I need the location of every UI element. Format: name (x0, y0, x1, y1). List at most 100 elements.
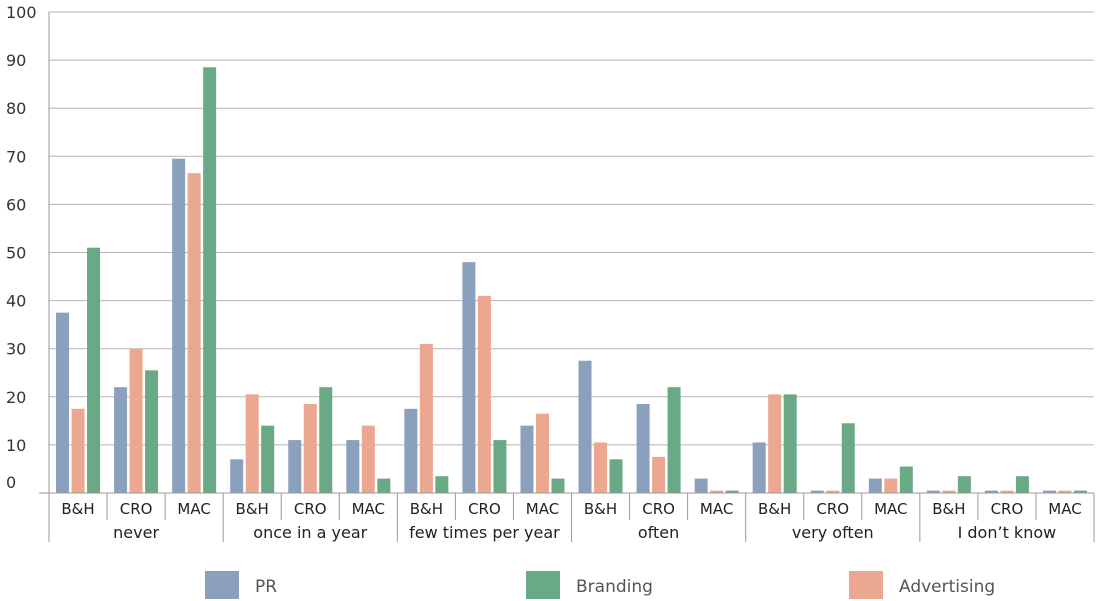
y-tick-label: 30 (6, 340, 26, 359)
bar-advertising-16 (1000, 490, 1014, 493)
x-tick-label: CRO (120, 500, 153, 518)
bar-advertising-2 (187, 173, 201, 493)
bar-advertising-1 (129, 348, 143, 493)
x-tick-label: CRO (991, 500, 1024, 518)
x-tick-label: B&H (236, 500, 269, 518)
bar-advertising-3 (245, 394, 259, 493)
legend: PR Branding Advertising (205, 571, 995, 599)
group-label: often (638, 523, 679, 542)
group-label: once in a year (253, 523, 367, 542)
bar-advertising-14 (884, 478, 898, 493)
y-tick-label: 90 (6, 51, 26, 70)
x-axis: B&H CRO MAC B&H CRO MAC B&H CRO MAC B&H CRO MAC B&H C… (39, 492, 1095, 542)
bar-pr-5 (346, 440, 360, 493)
bar-advertising-10 (652, 456, 666, 493)
legend-label-branding: Branding (576, 577, 653, 597)
bar-branding-0 (87, 247, 101, 493)
y-tick-label: 50 (6, 244, 26, 263)
bar-pr-10 (636, 404, 650, 493)
bar-pr-17 (1042, 490, 1056, 493)
bar-branding-11 (725, 490, 739, 493)
bar-branding-1 (145, 370, 159, 493)
bar-pr-0 (56, 312, 70, 494)
x-tick-label: B&H (758, 500, 791, 518)
bar-pr-7 (462, 262, 476, 493)
bar-pr-1 (114, 387, 128, 493)
bar-advertising-15 (942, 490, 956, 493)
y-axis-tick-labels: 0 10 20 30 40 50 60 70 80 90 100 (6, 3, 37, 492)
x-tick-label: MAC (526, 500, 559, 518)
bar-pr-2 (172, 158, 186, 493)
bar-branding-13 (841, 423, 855, 493)
bar-pr-8 (520, 425, 534, 493)
x-tick-label: MAC (352, 500, 385, 518)
bar-advertising-11 (710, 490, 724, 493)
bar-advertising-13 (826, 490, 840, 493)
bar-advertising-5 (361, 425, 375, 493)
y-tick-label: 10 (6, 436, 26, 455)
bar-pr-14 (868, 478, 882, 493)
y-tick-label: 70 (6, 147, 26, 166)
x-tick-label: B&H (932, 500, 965, 518)
x-tick-label: MAC (874, 500, 907, 518)
bars (56, 67, 1087, 494)
bar-pr-15 (926, 490, 940, 493)
bar-pr-3 (230, 459, 244, 493)
bar-branding-14 (899, 466, 913, 493)
bar-pr-13 (810, 490, 824, 493)
legend-label-pr: PR (255, 577, 277, 597)
bar-pr-4 (288, 440, 302, 493)
y-tick-label: 20 (6, 388, 26, 407)
bar-branding-12 (783, 394, 797, 493)
bar-advertising-6 (419, 343, 433, 493)
y-tick-label: 0 (6, 473, 16, 492)
x-tick-label: MAC (1048, 500, 1081, 518)
bar-branding-4 (319, 387, 333, 493)
bar-branding-5 (377, 478, 391, 493)
x-tick-label: CRO (294, 500, 327, 518)
x-tick-label: CRO (642, 500, 675, 518)
legend-swatch-advertising (849, 571, 883, 599)
bar-branding-7 (493, 440, 507, 493)
x-tick-label: MAC (700, 500, 733, 518)
x-tick-label: CRO (816, 500, 849, 518)
x-tick-label: B&H (584, 500, 617, 518)
bar-advertising-17 (1058, 490, 1072, 493)
bar-advertising-9 (594, 442, 608, 493)
y-tick-label: 40 (6, 292, 26, 311)
legend-swatch-pr (205, 571, 239, 599)
bar-branding-3 (261, 425, 275, 493)
group-label: very often (792, 523, 874, 542)
group-label: few times per year (409, 523, 560, 542)
x-tick-label: CRO (468, 500, 501, 518)
group-label: I don’t know (958, 523, 1057, 542)
bar-branding-17 (1073, 490, 1087, 493)
x-tick-label: MAC (177, 500, 210, 518)
bar-branding-6 (435, 476, 449, 493)
bar-pr-16 (984, 490, 998, 493)
bar-pr-9 (578, 360, 592, 493)
y-tick-label: 60 (6, 195, 26, 214)
bar-branding-8 (551, 478, 565, 493)
legend-swatch-branding (526, 571, 560, 599)
bar-branding-2 (203, 67, 217, 493)
bar-branding-10 (667, 387, 681, 493)
legend-label-advertising: Advertising (899, 577, 995, 597)
bar-branding-9 (609, 459, 623, 493)
bar-pr-6 (404, 408, 418, 493)
bar-branding-16 (1015, 476, 1029, 493)
bar-pr-12 (752, 442, 766, 493)
bar-advertising-4 (303, 404, 317, 493)
x-tick-label: B&H (61, 500, 94, 518)
bar-advertising-8 (535, 413, 549, 493)
x-tick-label: B&H (410, 500, 443, 518)
bar-branding-15 (957, 476, 971, 493)
y-tick-label: 100 (6, 3, 37, 22)
bar-advertising-7 (477, 295, 491, 493)
gridlines (48, 11, 1094, 493)
bar-advertising-12 (768, 394, 782, 493)
bar-pr-11 (694, 478, 708, 493)
bar-advertising-0 (71, 408, 85, 493)
y-tick-label: 80 (6, 99, 26, 118)
